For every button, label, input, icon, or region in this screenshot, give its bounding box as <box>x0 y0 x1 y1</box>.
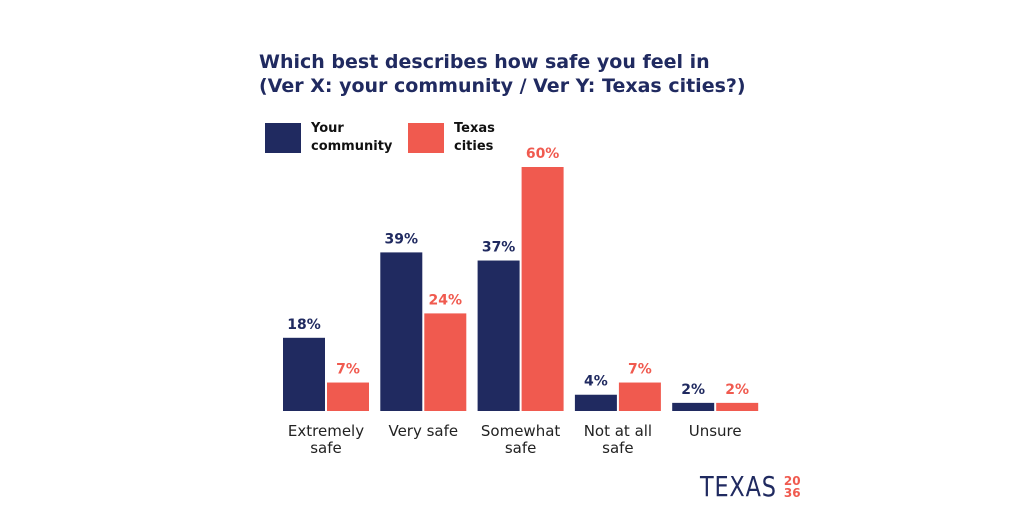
bar <box>672 402 715 411</box>
bar <box>521 167 564 411</box>
bar <box>477 260 520 411</box>
legend-your-community: Your community <box>265 120 392 156</box>
data-label: 39% <box>385 231 419 247</box>
data-label: 2% <box>725 382 749 398</box>
legend-label: Your community <box>311 121 393 154</box>
category-label: Very safe <box>388 422 458 440</box>
category-label: safe <box>505 439 537 457</box>
bar <box>327 382 369 411</box>
bar <box>380 252 423 411</box>
bar <box>283 337 325 411</box>
bar <box>716 402 759 411</box>
category-label: Not at all <box>584 422 652 440</box>
data-label: 7% <box>628 362 652 378</box>
data-label: 37% <box>482 240 516 256</box>
bar <box>574 394 617 411</box>
texas-2036-logo: TEXAS 20 36 <box>700 470 801 503</box>
legend-texas-cities: Texas cities <box>408 120 495 156</box>
category-label: Somewhat <box>481 422 561 440</box>
chart-title: Which best describes how safe you feel i… <box>259 51 746 97</box>
category-label: Extremely <box>288 422 364 440</box>
legend-swatch <box>408 123 444 153</box>
bar <box>424 313 467 411</box>
data-label: 24% <box>429 292 463 308</box>
data-label: 2% <box>681 382 705 398</box>
data-label: 7% <box>336 362 360 378</box>
category-label: Unsure <box>689 422 742 440</box>
data-label: 60% <box>526 146 560 162</box>
data-label: 4% <box>584 374 608 390</box>
bar <box>618 382 661 411</box>
legend-swatch <box>265 123 301 153</box>
category-label: safe <box>310 439 342 457</box>
legend-label: Texas cities <box>454 121 495 154</box>
category-label: safe <box>602 439 634 457</box>
data-label: 18% <box>287 317 321 333</box>
